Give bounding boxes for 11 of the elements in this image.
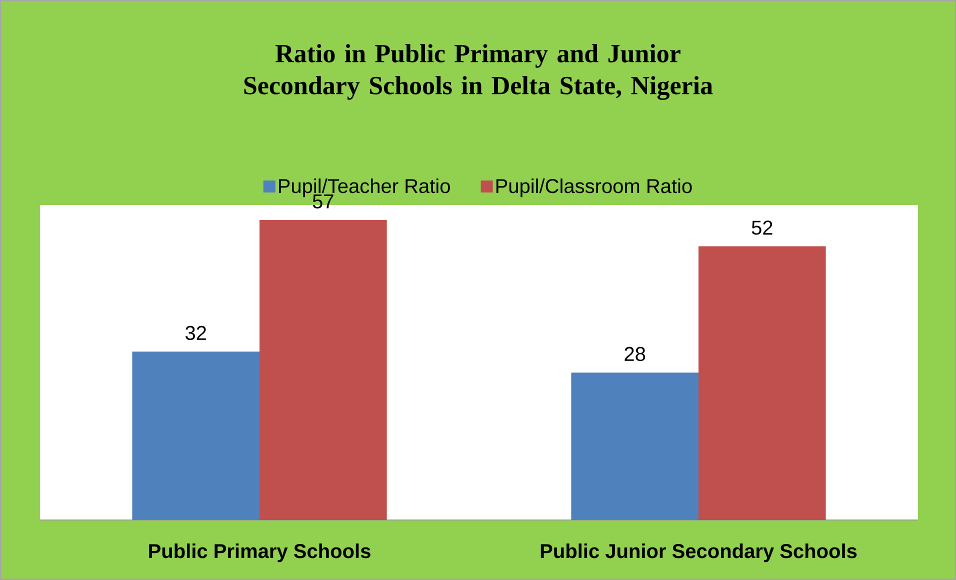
data-label: 28: [624, 346, 646, 362]
bar: [260, 220, 387, 520]
bar: [571, 372, 699, 520]
x-tick-label: Public Junior Secondary Schools: [540, 544, 857, 562]
data-label: 52: [752, 220, 772, 235]
bar: [698, 246, 826, 520]
data-label: 32: [186, 326, 206, 340]
legend-label: Pupil/Classroom Ratio: [496, 178, 692, 198]
chart-title: Ratio in Public Primary and Junior Secondary Schools in Delta State, Nigeria: [244, 44, 713, 100]
bar: [132, 352, 260, 520]
x-tick-label: Public Primary Schools: [149, 544, 370, 562]
